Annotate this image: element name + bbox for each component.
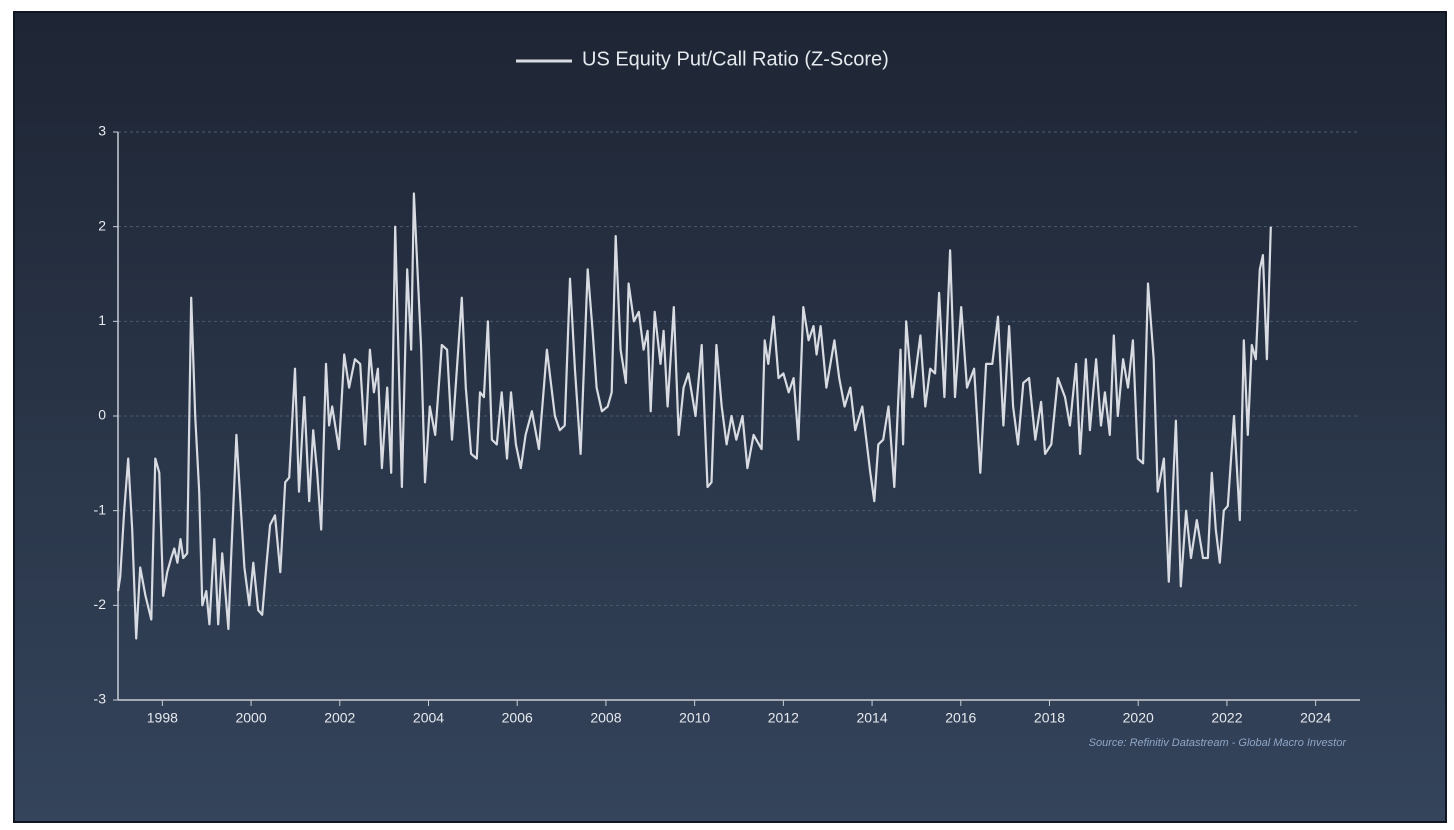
- x-tick-label: 2024: [1300, 710, 1331, 726]
- panel: [13, 11, 1447, 823]
- source-note: Source: Refinitiv Datastream - Global Ma…: [1089, 737, 1348, 749]
- y-tick-label: 2: [98, 217, 106, 233]
- x-tick-label: 2002: [324, 710, 355, 726]
- y-tick-label: 1: [98, 312, 106, 328]
- x-tick-label: 2022: [1211, 710, 1242, 726]
- x-tick-label: 2020: [1123, 710, 1154, 726]
- x-tick-label: 1998: [147, 710, 178, 726]
- x-tick-label: 2016: [945, 710, 976, 726]
- x-tick-label: 2012: [768, 710, 799, 726]
- x-tick-label: 2000: [235, 710, 266, 726]
- y-tick-label: 3: [98, 123, 106, 139]
- legend-label: US Equity Put/Call Ratio (Z-Score): [582, 48, 889, 70]
- x-tick-label: 2010: [679, 710, 710, 726]
- y-tick-label: -2: [94, 596, 107, 612]
- y-tick-label: -3: [94, 691, 107, 707]
- x-tick-label: 2014: [856, 710, 887, 726]
- x-tick-label: 2008: [590, 710, 621, 726]
- y-tick-label: -1: [94, 501, 107, 517]
- series-line: [116, 192, 1272, 640]
- x-tick-label: 2006: [502, 710, 533, 726]
- y-tick-label: 0: [98, 407, 106, 423]
- x-tick-label: 2018: [1034, 710, 1065, 726]
- x-tick-label: 2004: [413, 710, 444, 726]
